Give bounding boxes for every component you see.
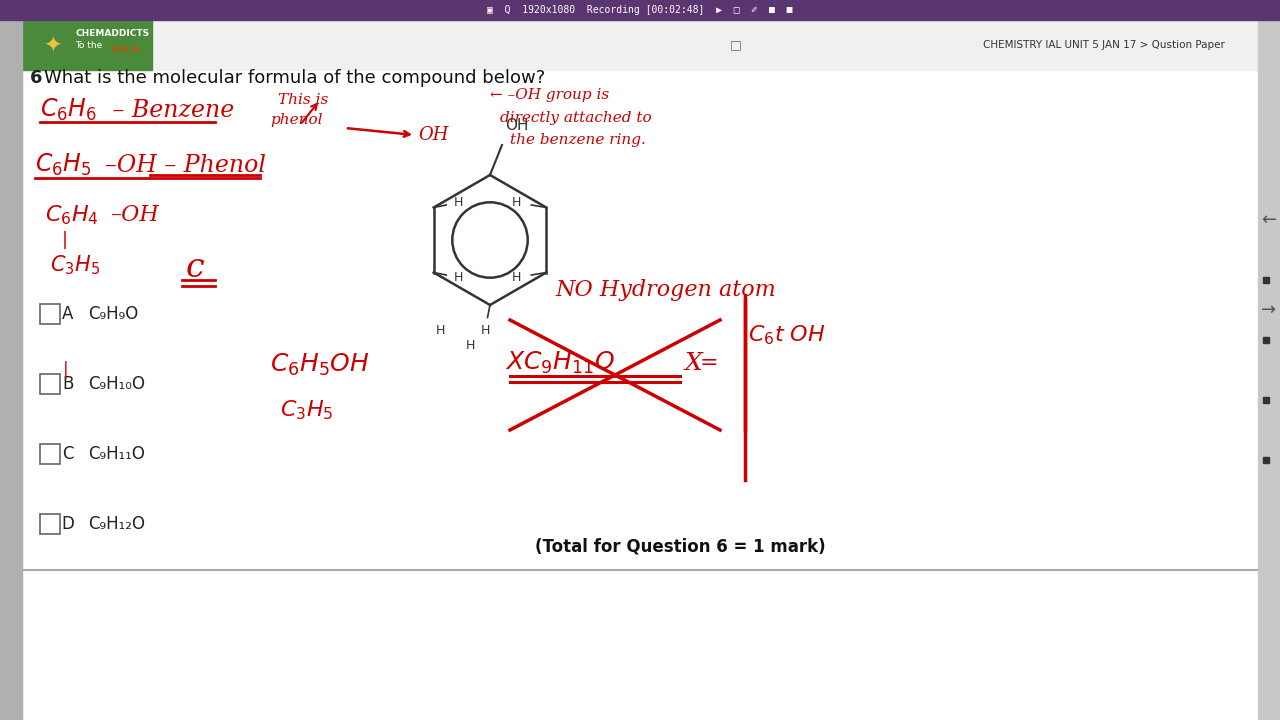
Text: =: = [700,353,718,373]
Bar [22,20,1258,70]
Text: –OH – Phenol: –OH – Phenol [105,153,266,176]
Bar [40,444,60,464]
Text: phenol: phenol [270,113,323,127]
Text: $C_6H_5$: $C_6H_5$ [35,152,91,178]
Text: >>>: >>> [110,43,142,56]
Bar [0,20,22,720]
Text: C₉H₁₀O: C₉H₁₀O [88,375,145,393]
Text: ✦: ✦ [42,37,61,57]
Text: What is the molecular formula of the compound below?: What is the molecular formula of the com… [44,69,545,87]
Text: OH: OH [419,126,448,144]
Text: B: B [63,375,74,393]
Text: H: H [454,271,463,284]
Bar [40,304,60,324]
Text: D: D [61,515,74,533]
Text: H: H [512,271,521,284]
Text: NO Hydrogen atom: NO Hydrogen atom [556,279,776,301]
Text: ←: ← [1261,211,1276,229]
Text: ← –OH group is: ← –OH group is [490,88,609,102]
Text: 6: 6 [29,69,42,87]
Text: H: H [512,196,521,209]
Text: H: H [435,323,444,336]
Text: C₉H₁₁O: C₉H₁₁O [88,445,145,463]
Text: directly attached to: directly attached to [500,111,652,125]
Text: the benzene ring.: the benzene ring. [509,133,646,147]
Text: $C_6H_6$: $C_6H_6$ [40,97,97,123]
Text: CHEMISTRY IAL UNIT 5 JAN 17 > Qustion Paper: CHEMISTRY IAL UNIT 5 JAN 17 > Qustion Pa… [983,40,1225,50]
Text: – Benzene: – Benzene [105,99,234,122]
Text: $C_6$t OH: $C_6$t OH [748,323,826,347]
Text: CHEMADDICTS: CHEMADDICTS [76,29,150,37]
Bar [40,374,60,394]
Bar [40,514,60,534]
Text: C₉H₁₂O: C₉H₁₂O [88,515,145,533]
Bar [1258,20,1280,720]
Text: $C_3H_5$: $C_3H_5$ [280,398,333,422]
Text: (Total for Question 6 = 1 mark): (Total for Question 6 = 1 mark) [535,538,826,556]
Text: To the: To the [76,40,102,50]
Text: c: c [186,252,205,284]
Bar [0,0,1280,20]
Text: □: □ [730,38,741,52]
Text: H: H [454,196,463,209]
Text: –OH: –OH [110,204,159,226]
Text: This is: This is [278,93,329,107]
Text: $C_6H_4$: $C_6H_4$ [45,203,99,227]
Text: C: C [63,445,74,463]
Text: X$C_9H_{11}$O: X$C_9H_{11}$O [506,350,614,376]
Text: H: H [480,323,490,336]
Text: H: H [466,338,475,351]
Bar [22,20,152,70]
Text: $C_6H_5$OH: $C_6H_5$OH [270,352,370,378]
Text: $C_3H_5$: $C_3H_5$ [50,253,100,276]
Text: |: | [61,231,68,249]
Text: ▣  Q  1920x1080  Recording [00:02:48]  ▶  □  ✐  ■  ■: ▣ Q 1920x1080 Recording [00:02:48] ▶ □ ✐… [488,5,792,15]
Text: A: A [63,305,74,323]
Text: X: X [685,351,703,374]
Text: →: → [1261,301,1276,319]
Text: |: | [63,361,69,379]
Text: OH: OH [506,118,529,133]
Text: C₉H₉O: C₉H₉O [88,305,138,323]
